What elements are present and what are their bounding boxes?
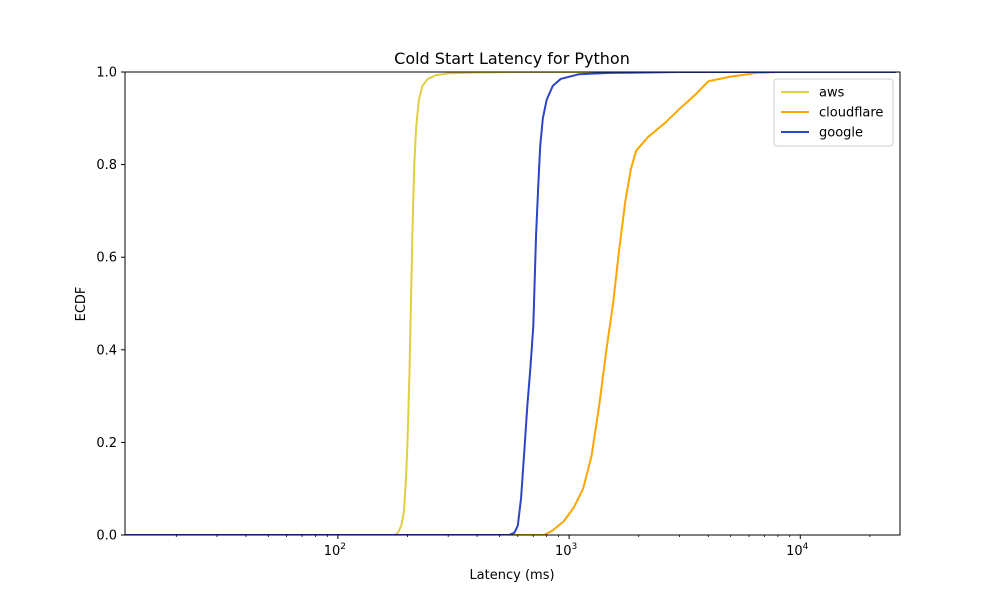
y-tick-label: 1.0 [96, 66, 117, 81]
x-axis-label: Latency (ms) [469, 568, 554, 583]
y-tick-label: 0.0 [96, 529, 117, 544]
legend-label-cloudflare: cloudflare [819, 106, 883, 121]
y-axis: 0.0 0.2 0.4 0.6 0.8 1.0 [96, 66, 125, 544]
y-tick-label: 0.8 [96, 158, 117, 173]
series-layer [125, 72, 897, 535]
series-line-google [125, 72, 897, 535]
y-tick-label: 0.4 [96, 343, 117, 358]
y-axis-label: ECDF [74, 287, 89, 322]
y-tick-label: 0.6 [96, 251, 117, 266]
chart-title: Cold Start Latency for Python [394, 49, 630, 68]
legend-label-aws: aws [819, 86, 845, 101]
y-tick-label: 0.2 [96, 436, 117, 451]
plot-area [125, 72, 897, 535]
series-line-cloudflare [125, 72, 897, 535]
plot-frame [124, 71, 901, 536]
legend: aws cloudflare google [773, 78, 894, 147]
series-line-aws [125, 72, 897, 535]
legend-label-google: google [819, 126, 863, 141]
legend-box [773, 78, 894, 147]
